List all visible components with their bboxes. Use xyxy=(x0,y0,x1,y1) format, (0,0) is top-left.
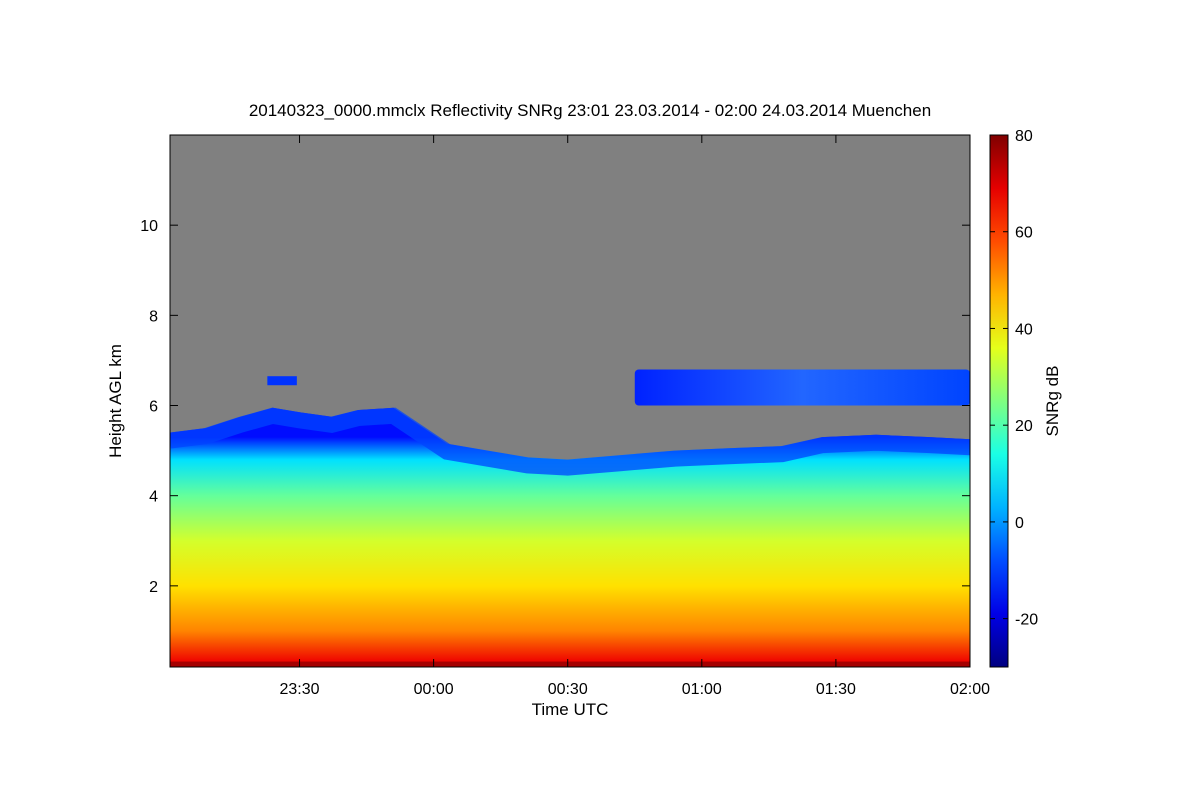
x-tick-label: 02:00 xyxy=(950,681,990,698)
colorbar-tick-label: 40 xyxy=(1015,321,1033,338)
colorbar-tick-label: 60 xyxy=(1015,225,1033,242)
x-tick-label: 00:30 xyxy=(548,681,588,698)
y-axis-label: Height AGL km xyxy=(106,344,125,458)
y-tick-label: 4 xyxy=(149,489,158,506)
cloud-top-edge xyxy=(170,407,970,476)
upper-cloud-layer xyxy=(634,369,970,406)
chart-title: 20140323_0000.mmclx Reflectivity SNRg 23… xyxy=(249,101,931,120)
y-tick-label: 10 xyxy=(140,218,158,235)
plot-area xyxy=(170,135,970,667)
colorbar-tick-label: -20 xyxy=(1015,612,1038,629)
colorbar-tick-label: 20 xyxy=(1015,418,1033,435)
colorbar-tick-label: 80 xyxy=(1015,128,1033,145)
ground-clutter-band xyxy=(170,661,970,667)
y-tick-label: 8 xyxy=(149,308,158,325)
x-tick-label: 01:30 xyxy=(816,681,856,698)
colorbar-tick-label: 0 xyxy=(1015,515,1024,532)
small-cloud-patch xyxy=(267,376,297,386)
x-axis: 23:30 00:00 00:30 01:00 01:30 02:00 xyxy=(280,135,990,698)
y-tick-label: 6 xyxy=(149,399,158,416)
cloud-echo-region xyxy=(170,407,970,667)
y-axis: 2 4 6 8 10 xyxy=(140,218,970,596)
x-tick-label: 23:30 xyxy=(280,681,320,698)
plot-frame xyxy=(169,134,971,668)
colorbar-label: SNRg dB xyxy=(1043,366,1062,437)
y-tick-label: 2 xyxy=(149,579,158,596)
x-tick-label: 01:00 xyxy=(682,681,722,698)
x-tick-label: 00:00 xyxy=(414,681,454,698)
x-axis-label: Time UTC xyxy=(532,700,609,719)
colorbar-gradient xyxy=(989,134,1009,668)
colorbar: -20 0 20 40 60 80 xyxy=(989,128,1038,668)
